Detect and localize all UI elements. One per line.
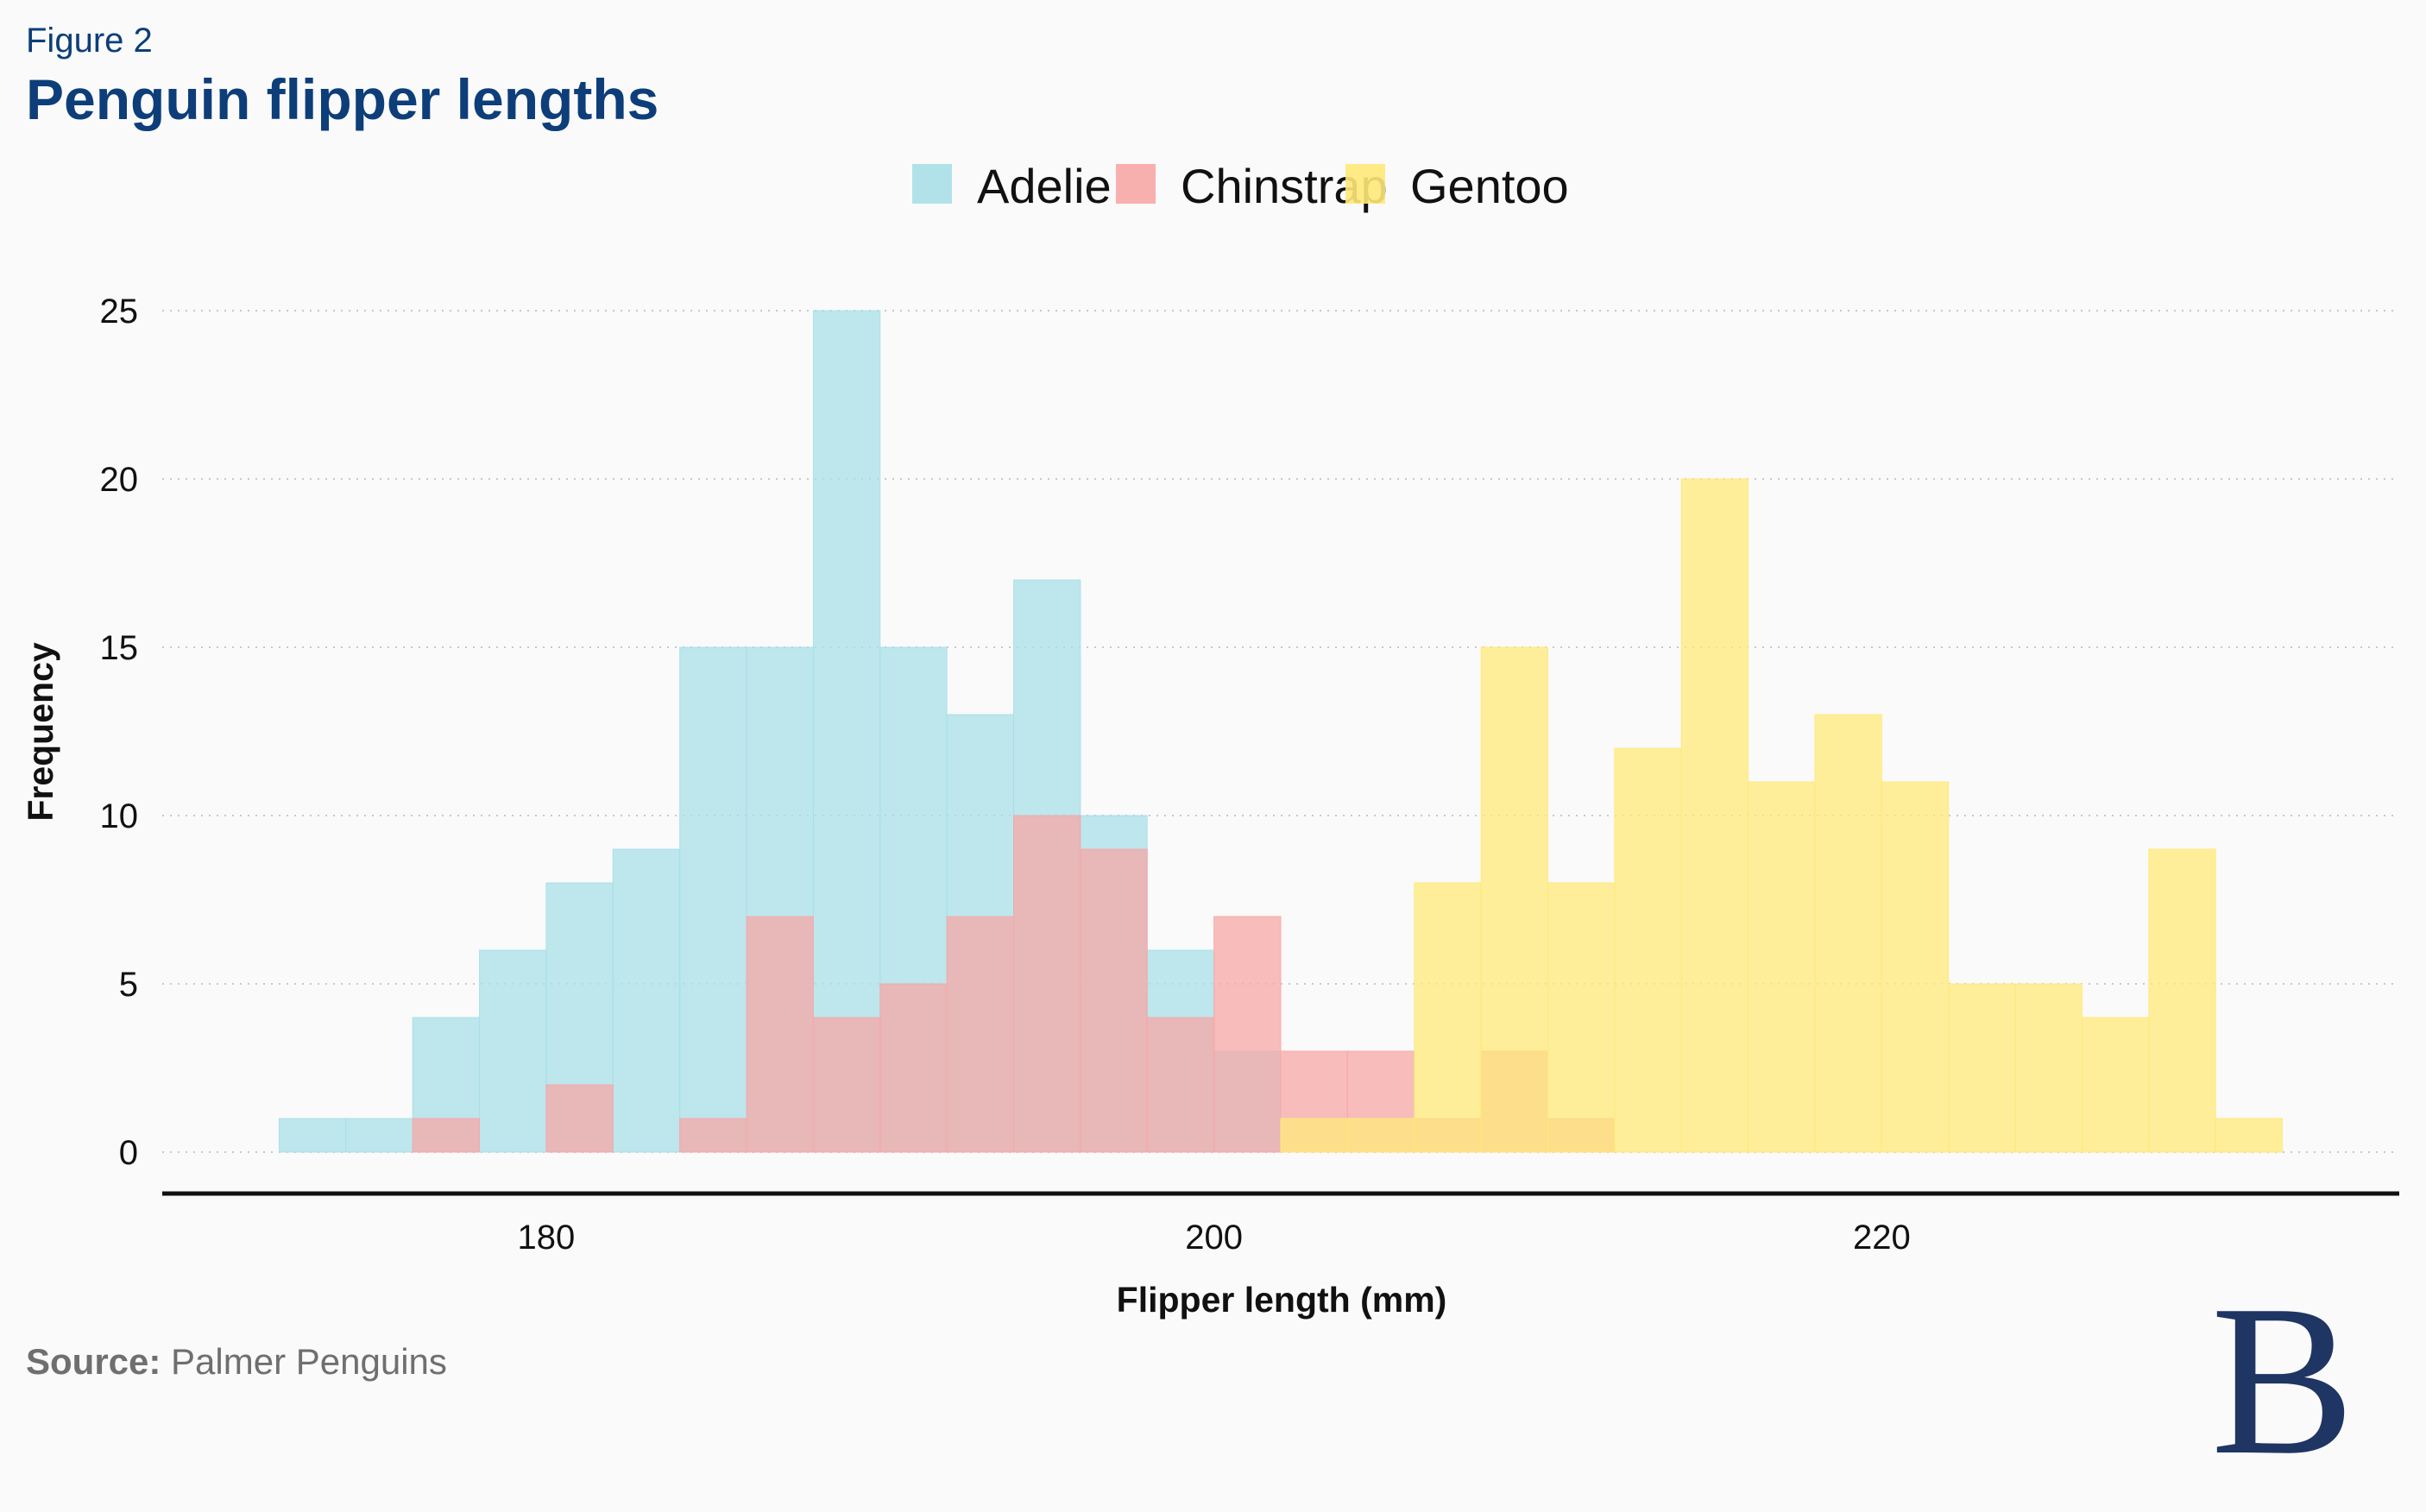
legend-swatch-chinstrap bbox=[1116, 164, 1156, 204]
y-tick-label-15: 15 bbox=[100, 629, 139, 667]
bar-chinstrap-190 bbox=[879, 983, 948, 1153]
y-axis-title: Frequency bbox=[21, 642, 60, 822]
bar-chinstrap-184 bbox=[679, 1118, 747, 1153]
y-tick-label-10: 10 bbox=[100, 797, 139, 835]
bar-gentoo-206 bbox=[1414, 882, 1482, 1153]
bar-chinstrap-176 bbox=[412, 1118, 481, 1153]
x-axis-ticks: 180 200 220 bbox=[518, 1219, 1911, 1257]
bar-chinstrap-194 bbox=[1013, 815, 1081, 1153]
legend-label-adelie: Adelie bbox=[977, 159, 1112, 213]
legend-swatch-gentoo bbox=[1345, 164, 1385, 204]
bar-gentoo-210 bbox=[1547, 882, 1616, 1153]
x-tick-label-220: 220 bbox=[1853, 1219, 1911, 1257]
y-tick-label-20: 20 bbox=[100, 461, 139, 499]
legend-label-gentoo: Gentoo bbox=[1410, 159, 1569, 213]
figure-label: Figure 2 bbox=[26, 22, 153, 60]
source-note: Source: Palmer Penguins bbox=[26, 1341, 447, 1382]
bar-chinstrap-192 bbox=[946, 916, 1015, 1153]
bar-chinstrap-188 bbox=[812, 1017, 881, 1153]
publisher-logo: B bbox=[2211, 1261, 2355, 1500]
y-tick-label-5: 5 bbox=[119, 966, 138, 1004]
bar-adelie-188 bbox=[812, 310, 881, 1153]
bar-gentoo-218 bbox=[1814, 714, 1882, 1153]
bar-gentoo-208 bbox=[1480, 646, 1548, 1153]
x-tick-label-180: 180 bbox=[518, 1219, 576, 1257]
y-axis-ticks: 0 5 10 15 20 25 bbox=[100, 293, 139, 1172]
bar-chinstrap-200 bbox=[1213, 916, 1282, 1153]
bar-adelie-184 bbox=[679, 646, 747, 1153]
x-axis-title: Flipper length (mm) bbox=[1117, 1280, 1447, 1320]
legend-swatch-adelie bbox=[912, 164, 952, 204]
bar-chinstrap-198 bbox=[1146, 1017, 1215, 1153]
bar-gentoo-228 bbox=[2148, 848, 2216, 1153]
chart-title: Penguin flipper lengths bbox=[26, 67, 658, 131]
series-gentoo-bars bbox=[1280, 478, 2284, 1153]
y-tick-label-25: 25 bbox=[100, 293, 139, 331]
bar-adelie-182 bbox=[612, 848, 681, 1153]
bar-gentoo-222 bbox=[1948, 983, 2016, 1153]
bar-adelie-172 bbox=[278, 1118, 347, 1153]
series-adelie-bars bbox=[278, 310, 1282, 1153]
bar-adelie-174 bbox=[345, 1118, 413, 1153]
bar-gentoo-230 bbox=[2215, 1118, 2284, 1153]
bar-gentoo-212 bbox=[1614, 747, 1682, 1153]
bar-gentoo-226 bbox=[2081, 1017, 2150, 1153]
bar-chinstrap-196 bbox=[1080, 848, 1148, 1153]
bar-gentoo-224 bbox=[2014, 983, 2083, 1153]
bar-chinstrap-186 bbox=[746, 916, 814, 1153]
bar-gentoo-220 bbox=[1881, 781, 1950, 1153]
bar-adelie-178 bbox=[479, 949, 547, 1153]
y-tick-label-0: 0 bbox=[119, 1134, 138, 1172]
source-text: Palmer Penguins bbox=[171, 1341, 447, 1382]
bar-gentoo-204 bbox=[1346, 1118, 1415, 1153]
bar-gentoo-202 bbox=[1280, 1118, 1348, 1153]
bar-gentoo-216 bbox=[1748, 781, 1816, 1153]
bar-chinstrap-180 bbox=[545, 1084, 614, 1153]
x-tick-label-200: 200 bbox=[1185, 1219, 1243, 1257]
source-label: Source: bbox=[26, 1341, 161, 1382]
legend: Adelie Chinstrap Gentoo bbox=[912, 159, 1569, 213]
bar-gentoo-214 bbox=[1680, 478, 1749, 1153]
